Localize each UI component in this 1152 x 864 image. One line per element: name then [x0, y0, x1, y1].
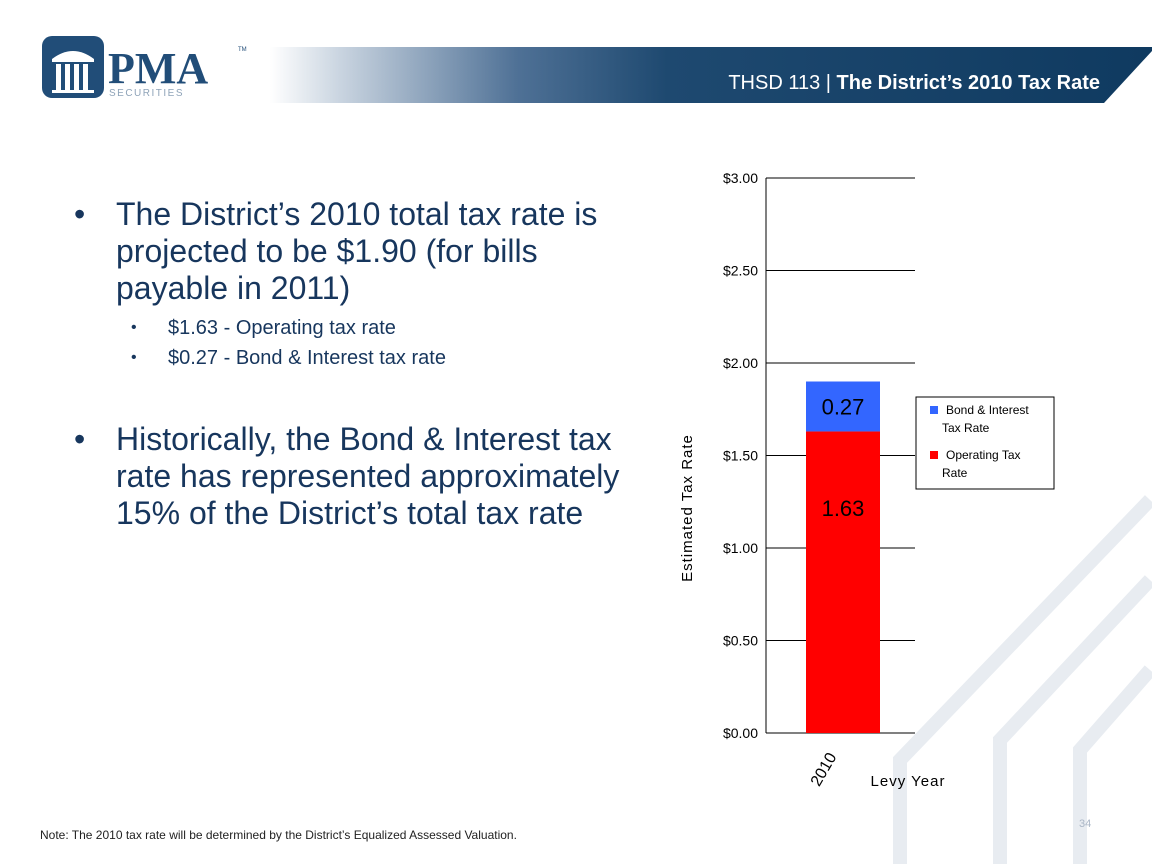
- y-tick-label: $2.00: [723, 355, 758, 371]
- bullet-dot: •: [74, 196, 86, 232]
- slide-title-prefix: THSD 113 |: [728, 72, 837, 94]
- y-tick-label: $1.50: [723, 448, 758, 464]
- bullet-text: Historically, the Bond & Interest tax ra…: [116, 421, 620, 531]
- page-number: 34: [1079, 818, 1092, 830]
- bullet-list: • The District’s 2010 total tax rate is p…: [70, 196, 630, 538]
- sub-bullet-text: $0.27 - Bond & Interest tax rate: [168, 347, 446, 369]
- footnote: Note: The 2010 tax rate will be determin…: [40, 828, 517, 842]
- bullet-item: • Historically, the Bond & Interest tax r…: [70, 421, 630, 532]
- logo-sub: SECURITIES: [109, 88, 184, 99]
- sub-bullet-item: • $1.63 - Operating tax rate: [70, 313, 630, 343]
- bar-segment: [806, 431, 880, 733]
- data-label: 1.63: [822, 496, 865, 521]
- header-bar: [270, 47, 1152, 103]
- legend-swatch: [930, 406, 938, 414]
- y-tick-label: $3.00: [723, 170, 758, 186]
- y-tick-label: $0.50: [723, 633, 758, 649]
- legend-box: [915, 396, 1055, 490]
- logo-trademark: TM: [238, 47, 247, 53]
- y-axis-title: Estimated Tax Rate: [679, 434, 696, 582]
- logo-name: PMA: [108, 44, 208, 93]
- pma-logo: PMA TM SECURITIES: [42, 36, 247, 99]
- tax-rate-chart: $0.00 $0.50 $1.00 $1.50 $2.00 $2.50 $3.00 1.63 0…: [679, 170, 1055, 790]
- pillar-icon: [52, 51, 94, 93]
- y-tick-label: $1.00: [723, 540, 758, 556]
- legend-label: Rate: [942, 466, 968, 480]
- bullet-dot: •: [131, 319, 137, 336]
- bullet-item: • The District’s 2010 total tax rate is p…: [70, 196, 630, 307]
- legend-swatch: [930, 451, 938, 459]
- column-watermark: [893, 495, 1152, 864]
- slide-title: THSD 113 | The District’s 2010 Tax Rate: [600, 72, 1100, 95]
- legend-label: Bond & Interest: [946, 403, 1029, 417]
- legend-label: Operating Tax: [946, 448, 1021, 462]
- x-category-label: 2010: [808, 750, 841, 789]
- sub-bullet-text: $1.63 - Operating tax rate: [168, 317, 396, 339]
- y-tick-label: $0.00: [723, 725, 758, 741]
- slide-title-main: The District’s 2010 Tax Rate: [836, 72, 1100, 94]
- bullet-dot: •: [74, 421, 86, 457]
- bullet-text: The District’s 2010 total tax rate is pr…: [116, 196, 598, 306]
- legend-label: Tax Rate: [942, 421, 990, 435]
- x-axis-title: Levy Year: [871, 773, 946, 790]
- bullet-dot: •: [131, 349, 137, 366]
- sub-bullet-item: • $0.27 - Bond & Interest tax rate: [70, 343, 630, 373]
- data-label: 0.27: [822, 394, 865, 419]
- y-tick-label: $2.50: [723, 263, 758, 279]
- bar-segment: [806, 381, 880, 432]
